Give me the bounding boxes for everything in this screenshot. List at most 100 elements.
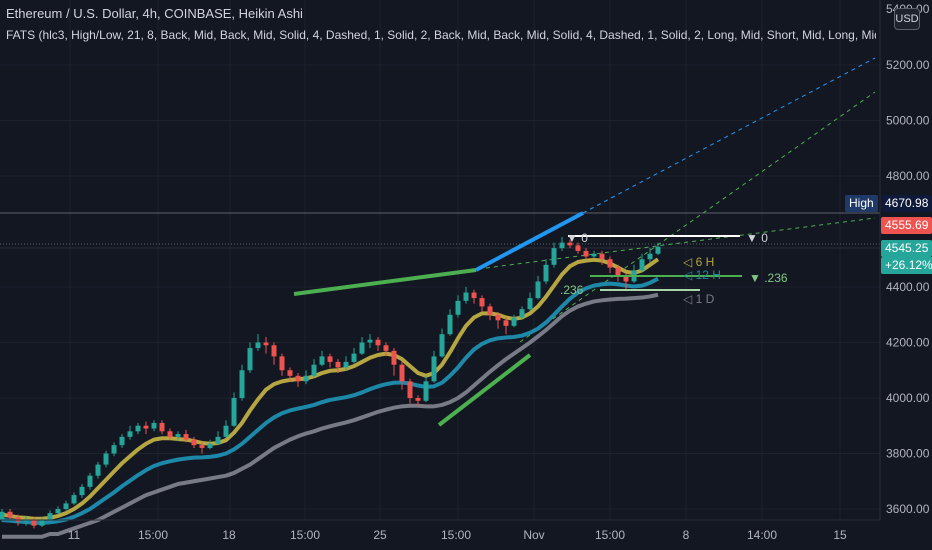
symbol-title[interactable]: Ethereum / U.S. Dollar, 4h, COINBASE, He… — [6, 6, 303, 21]
candle[interactable] — [191, 439, 197, 446]
candle[interactable] — [199, 445, 205, 448]
candle[interactable] — [143, 425, 149, 429]
green-support-line[interactable] — [437, 353, 532, 427]
fib-236-left-label: .236 — [560, 283, 584, 297]
candle[interactable] — [239, 370, 245, 398]
candle[interactable] — [303, 375, 309, 382]
candle[interactable] — [399, 364, 405, 382]
candle[interactable] — [271, 345, 277, 357]
candle[interactable] — [279, 356, 285, 371]
candle[interactable] — [151, 422, 157, 429]
candle[interactable] — [519, 309, 525, 318]
green-trendline[interactable] — [293, 268, 477, 296]
candle[interactable] — [479, 298, 485, 307]
candle[interactable] — [407, 381, 413, 398]
blue-trendline[interactable] — [475, 211, 584, 272]
candle[interactable] — [263, 342, 269, 346]
candle[interactable] — [119, 436, 125, 446]
tf-12h-label: ◁ 12 H — [683, 268, 721, 282]
candle[interactable] — [311, 364, 317, 376]
tf-6h-label: ◁ 6 H — [683, 255, 714, 269]
time-tick-label: Nov — [523, 528, 544, 542]
candle[interactable] — [255, 342, 261, 349]
candle[interactable] — [535, 281, 541, 299]
price-tick-label: 4800.00 — [886, 169, 930, 183]
candle[interactable] — [351, 353, 357, 362]
candle[interactable] — [31, 520, 37, 526]
candle[interactable] — [247, 348, 253, 371]
candle[interactable] — [559, 242, 565, 249]
candle[interactable] — [7, 511, 13, 518]
candle[interactable] — [503, 320, 509, 326]
candle[interactable] — [207, 443, 213, 448]
candle[interactable] — [87, 475, 93, 487]
candle[interactable] — [623, 275, 629, 282]
candle[interactable] — [167, 431, 173, 437]
candle[interactable] — [495, 314, 501, 321]
candle[interactable] — [655, 246, 661, 254]
candle[interactable] — [55, 509, 61, 514]
candle[interactable] — [607, 259, 613, 268]
candle[interactable] — [343, 361, 349, 368]
candle[interactable] — [71, 495, 77, 504]
candle[interactable] — [135, 425, 141, 432]
candle[interactable] — [567, 242, 573, 246]
candle[interactable] — [103, 453, 109, 465]
candle[interactable] — [423, 381, 429, 401]
price-tick-label: 5000.00 — [886, 114, 930, 128]
candle[interactable] — [335, 361, 341, 368]
candle[interactable] — [639, 259, 645, 271]
candle[interactable] — [183, 434, 189, 440]
candle[interactable] — [415, 398, 421, 401]
candle[interactable] — [39, 520, 45, 526]
candle[interactable] — [471, 292, 477, 299]
candle[interactable] — [47, 513, 53, 521]
candle[interactable] — [159, 422, 165, 432]
candle[interactable] — [23, 520, 29, 522]
candle[interactable] — [15, 517, 21, 522]
time-tick-label: 15 — [833, 528, 847, 542]
candle[interactable] — [287, 370, 293, 376]
candle[interactable] — [127, 431, 133, 437]
candle[interactable] — [447, 314, 453, 335]
candle[interactable] — [463, 292, 469, 301]
candle[interactable] — [175, 434, 181, 437]
candle[interactable] — [575, 245, 581, 251]
candle[interactable] — [615, 267, 621, 276]
price-tick-label: 4400.00 — [886, 280, 930, 294]
candle[interactable] — [527, 298, 533, 310]
candle[interactable] — [439, 334, 445, 357]
candle[interactable] — [591, 253, 597, 257]
candle[interactable] — [111, 445, 117, 454]
candle[interactable] — [327, 356, 333, 362]
candle[interactable] — [367, 339, 373, 343]
candle[interactable] — [511, 317, 517, 326]
candle[interactable] — [223, 425, 229, 437]
indicator-legend[interactable]: FATS (hlc3, High/Low, 21, 8, Back, Mid, … — [6, 28, 876, 42]
currency-button[interactable]: USD — [894, 8, 920, 30]
candle[interactable] — [375, 339, 381, 346]
high-label-tag: High — [845, 195, 878, 212]
candle[interactable] — [551, 248, 557, 265]
candle[interactable] — [0, 511, 5, 521]
candle[interactable] — [599, 253, 605, 260]
candle[interactable] — [79, 486, 85, 496]
candle[interactable] — [95, 464, 101, 476]
candle[interactable] — [431, 356, 437, 382]
candle[interactable] — [215, 436, 221, 444]
candle[interactable] — [455, 300, 461, 315]
candle[interactable] — [383, 345, 389, 351]
candle[interactable] — [63, 503, 69, 509]
candle[interactable] — [319, 356, 325, 365]
candle[interactable] — [231, 398, 237, 426]
candle[interactable] — [391, 350, 397, 365]
candle[interactable] — [295, 375, 301, 382]
candle[interactable] — [359, 342, 365, 354]
candle[interactable] — [583, 250, 589, 257]
tf-1d-label: ◁ 1 D — [683, 292, 715, 306]
candle[interactable] — [487, 306, 493, 315]
candle[interactable] — [647, 253, 653, 260]
candle[interactable] — [543, 264, 549, 282]
